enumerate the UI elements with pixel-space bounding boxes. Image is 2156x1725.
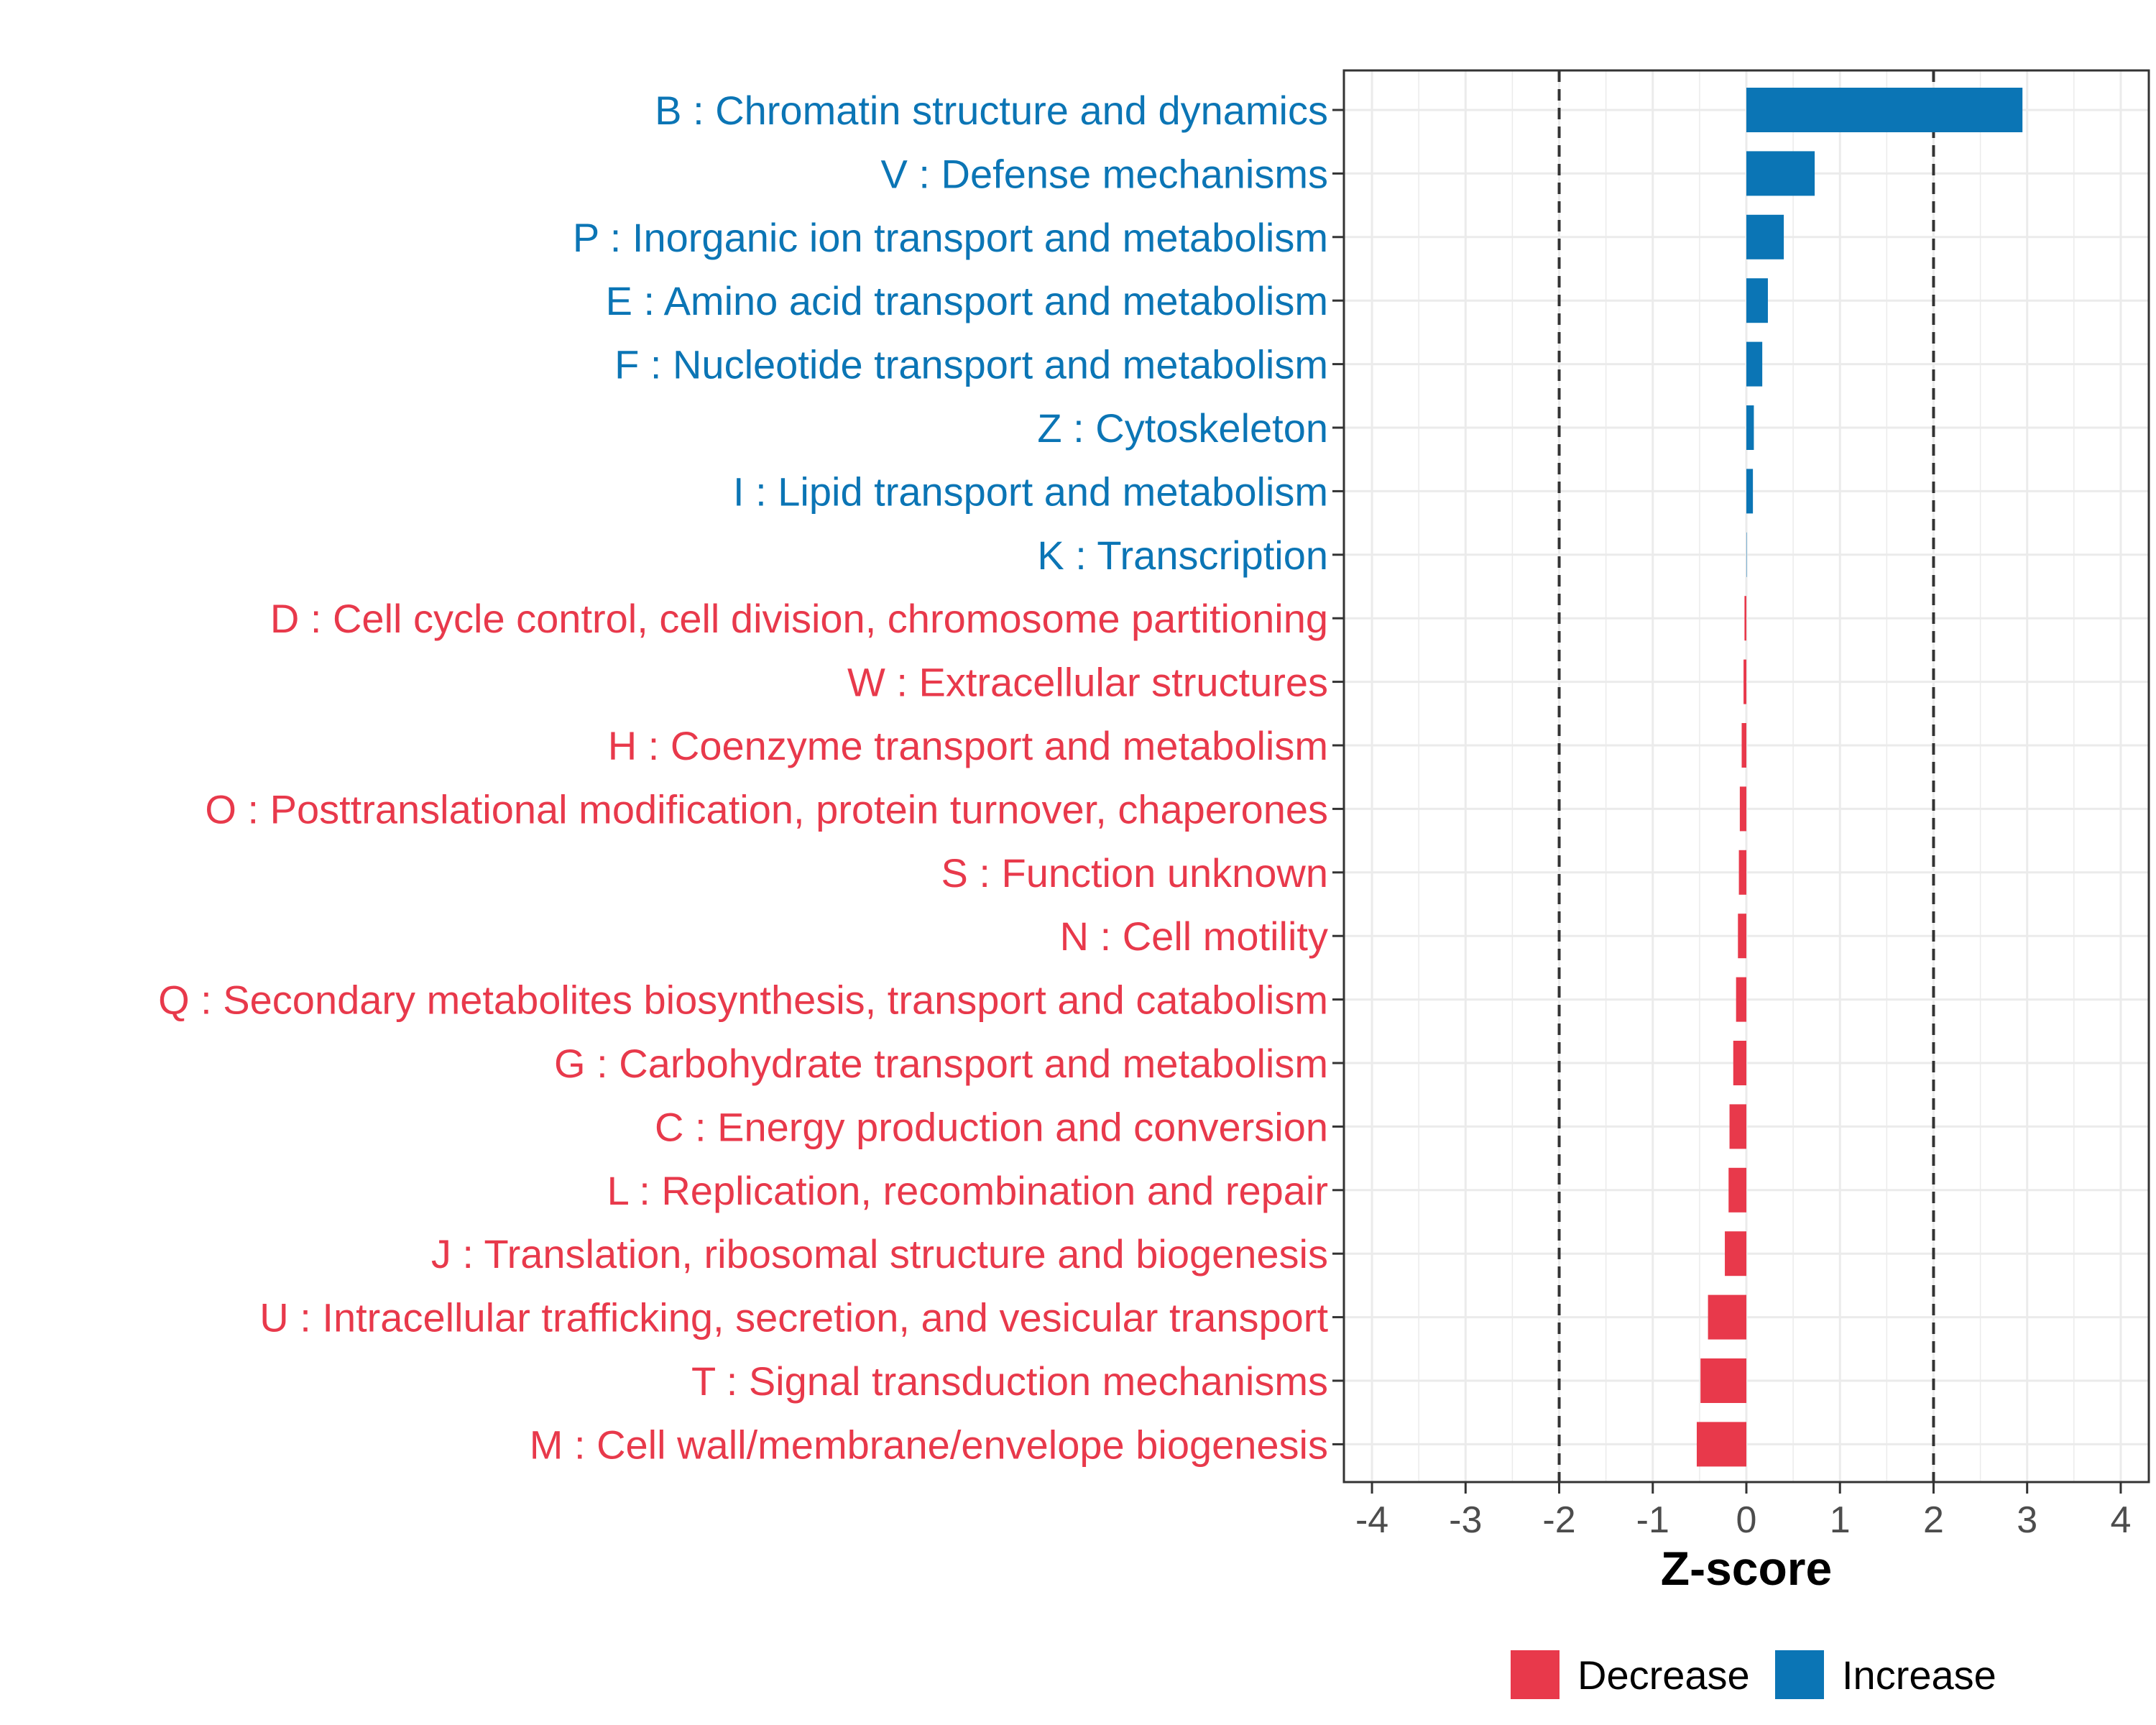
legend-swatch-decrease bbox=[1511, 1650, 1560, 1699]
bar bbox=[1729, 1104, 1746, 1149]
category-label: V : Defense mechanisms bbox=[881, 151, 1328, 196]
bar bbox=[1700, 1358, 1746, 1403]
category-label: P : Inorganic ion transport and metaboli… bbox=[573, 215, 1328, 260]
category-label: G : Carbohydrate transport and metabolis… bbox=[554, 1041, 1328, 1086]
category-label: E : Amino acid transport and metabolism bbox=[606, 278, 1328, 323]
x-tick-label: 1 bbox=[1830, 1499, 1851, 1541]
x-axis-title: Z-score bbox=[1661, 1542, 1832, 1595]
category-label: B : Chromatin structure and dynamics bbox=[655, 88, 1328, 133]
bar bbox=[1708, 1294, 1746, 1340]
bar bbox=[1696, 1422, 1746, 1467]
bar bbox=[1736, 977, 1746, 1022]
bars bbox=[1696, 88, 2023, 1467]
legend-label-increase: Increase bbox=[1842, 1652, 1996, 1698]
bar bbox=[1738, 850, 1746, 895]
bar bbox=[1739, 786, 1746, 832]
legend: Decrease Increase bbox=[1511, 1650, 1996, 1699]
category-label: T : Signal transduction mechanisms bbox=[691, 1358, 1328, 1404]
category-label: N : Cell motility bbox=[1060, 914, 1328, 959]
bar bbox=[1746, 405, 1754, 450]
x-tick-label: 4 bbox=[2110, 1499, 2131, 1541]
bar bbox=[1725, 1231, 1746, 1276]
bar bbox=[1743, 659, 1746, 704]
x-tick-label: 2 bbox=[1923, 1499, 1944, 1541]
bar bbox=[1733, 1041, 1746, 1085]
legend-swatch-increase bbox=[1775, 1650, 1824, 1699]
category-label: H : Coenzyme transport and metabolism bbox=[608, 723, 1328, 768]
x-axis-ticks: -4 -3 -2 -1 0 1 2 3 4 bbox=[1355, 1482, 2131, 1541]
category-label: M : Cell wall/membrane/envelope biogenes… bbox=[530, 1422, 1328, 1467]
category-label: W : Extracellular structures bbox=[847, 660, 1328, 705]
y-axis-labels: B : Chromatin structure and dynamics V : … bbox=[158, 88, 1328, 1467]
category-label: I : Lipid transport and metabolism bbox=[733, 469, 1328, 514]
bar bbox=[1746, 532, 1747, 577]
category-label: L : Replication, recombination and repai… bbox=[607, 1168, 1328, 1213]
bar bbox=[1746, 151, 1815, 196]
category-label: U : Intracellular trafficking, secretion… bbox=[259, 1295, 1328, 1340]
reference-lines bbox=[1557, 70, 1935, 1482]
category-label: S : Function unknown bbox=[941, 850, 1328, 896]
category-label: Q : Secondary metabolites biosynthesis, … bbox=[158, 978, 1328, 1023]
bar bbox=[1746, 469, 1754, 514]
category-label: J : Translation, ribosomal structure and… bbox=[431, 1231, 1328, 1276]
bar bbox=[1746, 341, 1763, 387]
x-tick-label: 0 bbox=[1736, 1499, 1757, 1541]
legend-label-decrease: Decrease bbox=[1577, 1652, 1750, 1698]
category-label: Z : Cytoskeleton bbox=[1037, 405, 1328, 451]
x-tick-label: -4 bbox=[1355, 1499, 1388, 1541]
bar bbox=[1746, 278, 1768, 323]
category-label: D : Cell cycle control, cell division, c… bbox=[270, 596, 1328, 641]
bar bbox=[1738, 914, 1746, 959]
bar bbox=[1746, 88, 2023, 132]
category-label: F : Nucleotide transport and metabolism bbox=[614, 342, 1328, 387]
bar bbox=[1741, 723, 1746, 768]
x-tick-label: 3 bbox=[2017, 1499, 2037, 1541]
y-axis-ticks bbox=[1332, 109, 1344, 1445]
bar bbox=[1728, 1167, 1746, 1213]
x-tick-label: -2 bbox=[1542, 1499, 1575, 1541]
category-label: K : Transcription bbox=[1037, 533, 1328, 578]
category-label: O : Posttranslational modification, prot… bbox=[205, 786, 1328, 832]
x-tick-label: -3 bbox=[1449, 1499, 1482, 1541]
bar bbox=[1746, 214, 1784, 259]
x-tick-label: -1 bbox=[1636, 1499, 1669, 1541]
category-label: C : Energy production and conversion bbox=[655, 1104, 1328, 1149]
bar bbox=[1744, 596, 1746, 641]
